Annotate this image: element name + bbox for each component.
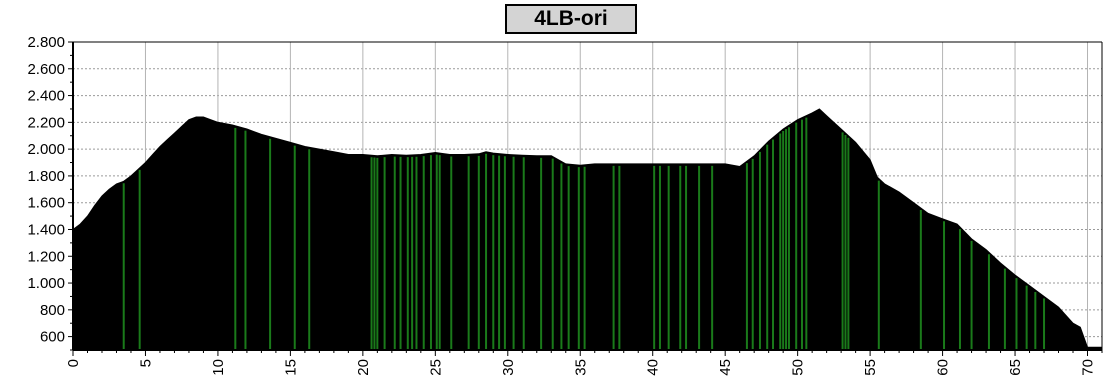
y-tick-label: 1.400	[27, 221, 65, 238]
x-tick-label: 50	[790, 359, 807, 376]
x-tick-label: 10	[210, 359, 227, 376]
y-tick-label: 600	[40, 329, 65, 346]
x-tick-label: 15	[282, 359, 299, 376]
y-tick-label: 2.200	[27, 114, 65, 131]
x-tick-label: 60	[935, 359, 952, 376]
y-tick-label: 2.400	[27, 88, 65, 105]
y-tick-label: 800	[40, 302, 65, 319]
y-tick-label: 1.600	[27, 195, 65, 212]
x-tick-label: 35	[572, 359, 589, 376]
chart-markers	[122, 117, 1046, 350]
chart-title: 4LB-ori	[505, 4, 637, 34]
x-tick-label: 65	[1007, 359, 1024, 376]
x-tick-label: 0	[65, 359, 82, 367]
x-tick-label: 45	[717, 359, 734, 376]
y-tick-label: 1.800	[27, 168, 65, 185]
y-tick-label: 1.000	[27, 275, 65, 292]
y-tick-label: 1.200	[27, 248, 65, 265]
x-tick-label: 30	[500, 359, 517, 376]
x-tick-label: 20	[355, 359, 372, 376]
y-tick-label: 2.800	[27, 34, 65, 51]
chart-plot-area	[72, 108, 1103, 351]
x-tick-label: 5	[137, 359, 154, 367]
x-tick-label: 70	[1080, 359, 1097, 376]
x-tick-label: 25	[427, 359, 444, 376]
x-tick-label: 55	[862, 359, 879, 376]
chart-axes: 6008001.0001.2001.4001.6001.8002.0002.20…	[27, 34, 1103, 376]
y-tick-label: 2.000	[27, 141, 65, 158]
x-tick-label: 40	[645, 359, 662, 376]
y-tick-label: 2.600	[27, 61, 65, 78]
elevation-area	[72, 108, 1103, 351]
